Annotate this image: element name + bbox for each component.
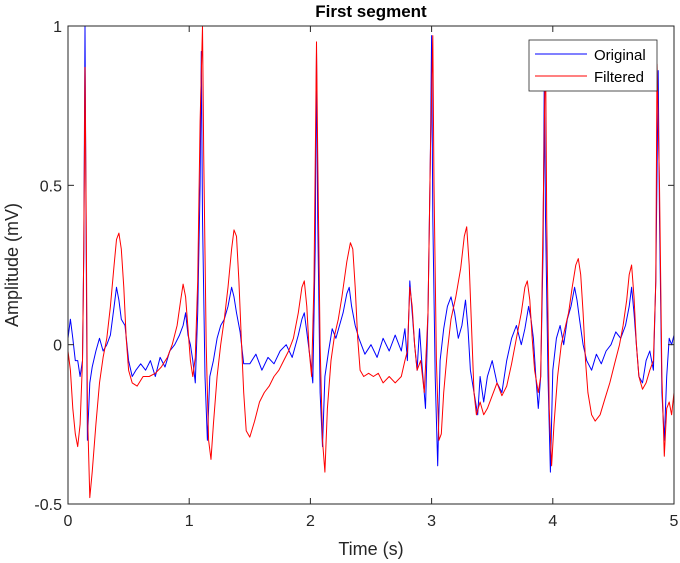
x-tick-label: 3 <box>427 513 436 530</box>
x-tick-label: 0 <box>64 513 73 530</box>
series-line-filtered <box>67 25 675 499</box>
legend-box <box>528 39 658 92</box>
legend-label-filtered: Filtered <box>594 69 644 86</box>
y-tick-label: 0 <box>53 338 62 355</box>
y-tick-label: -0.5 <box>34 497 62 514</box>
x-axis-label: Time (s) <box>338 539 403 559</box>
legend-label-original: Original <box>594 47 646 64</box>
x-tick-label: 2 <box>306 513 315 530</box>
series-line-original <box>67 25 675 473</box>
y-tick-label: 1 <box>53 19 62 36</box>
legend: Original Filtered <box>528 39 658 92</box>
x-tick-label: 4 <box>548 513 557 530</box>
series-layer <box>67 25 675 499</box>
plot-frame <box>67 25 675 505</box>
y-axis-label: Amplitude (mV) <box>2 203 22 327</box>
x-tick-label: 1 <box>185 513 194 530</box>
y-tick-label: 0.5 <box>40 178 62 195</box>
ticks-layer: 0 1 2 3 4 5-0.500.51 <box>34 19 678 530</box>
plot-area <box>68 26 674 504</box>
chart-title: First segment <box>315 2 427 21</box>
x-tick-label: 5 <box>670 513 679 530</box>
